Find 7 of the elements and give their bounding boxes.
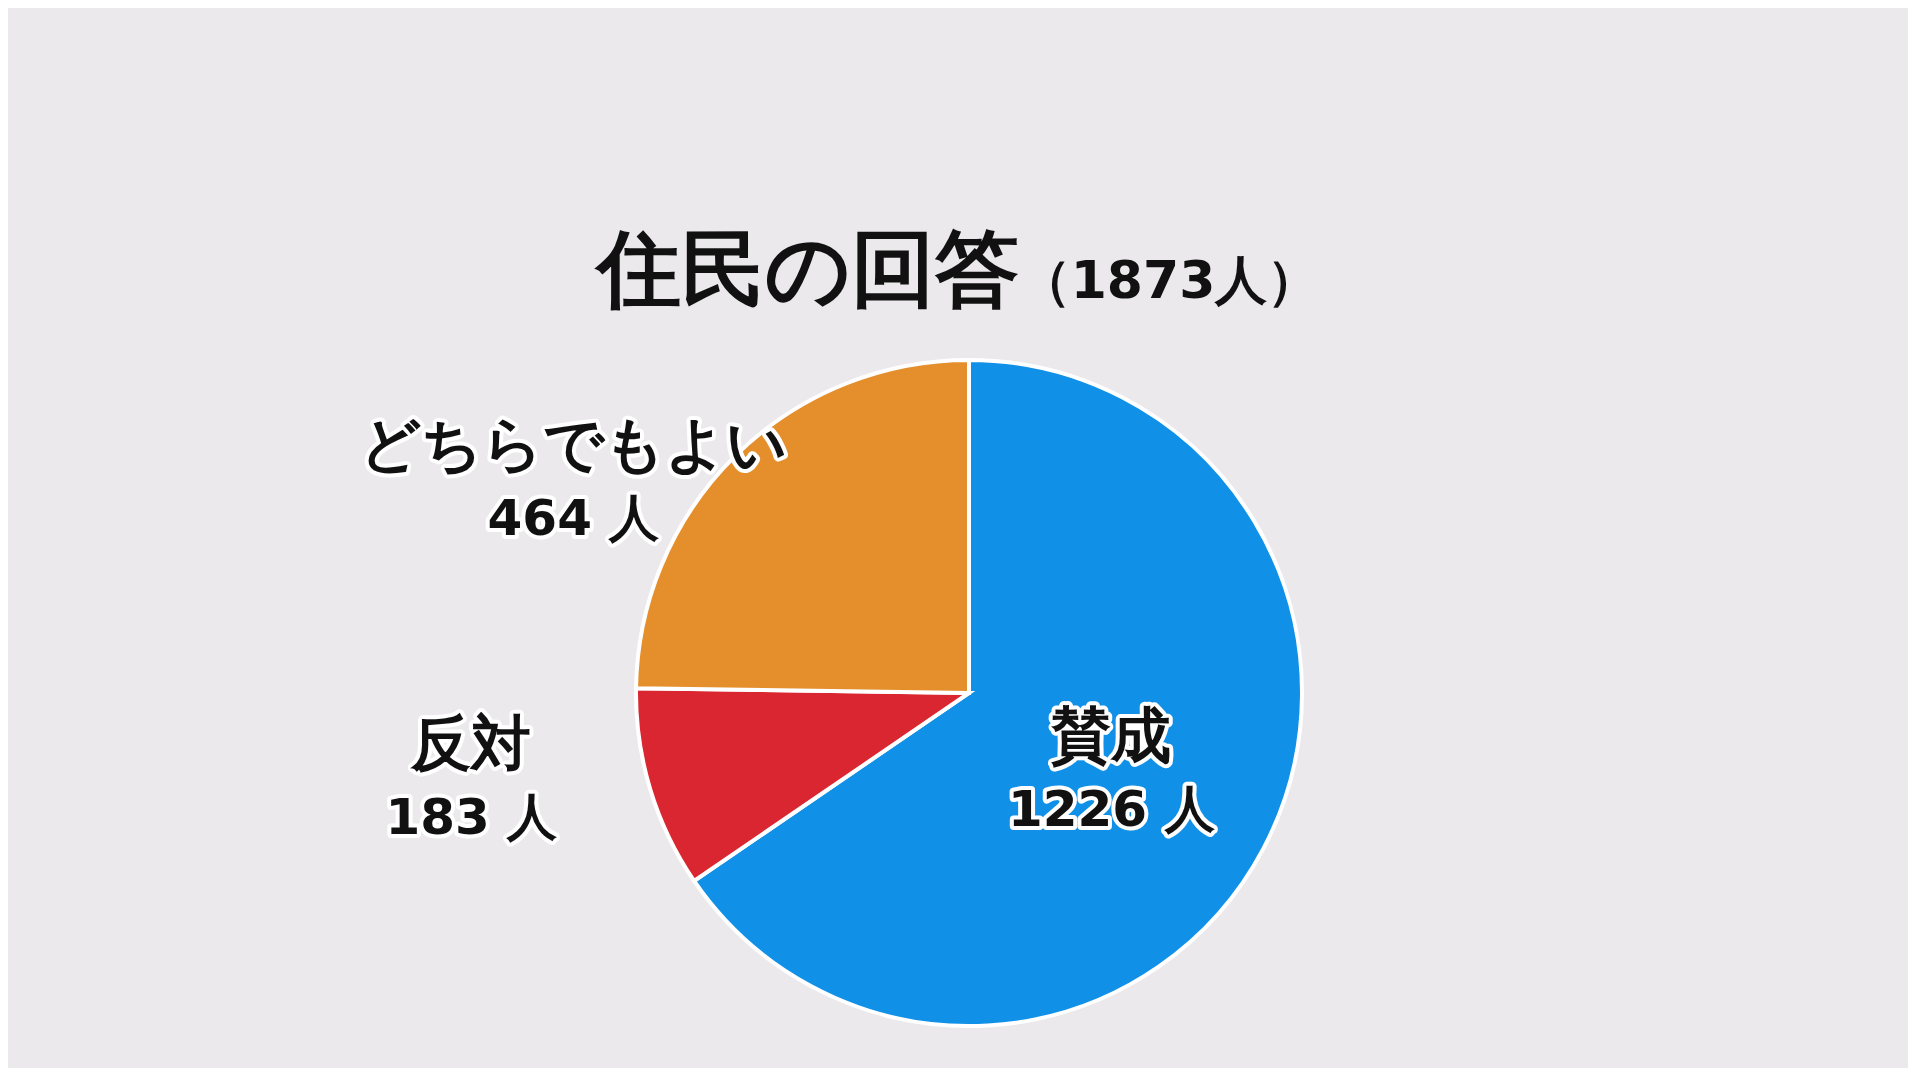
chart-title: 住民の回答 <box>596 220 1019 318</box>
slice-label: 反対 <box>410 708 532 779</box>
slice-label: 賛成 <box>1050 699 1172 770</box>
chart-subtitle: （1873人） <box>1018 250 1320 310</box>
data-label: 183 人 <box>385 788 558 847</box>
data-label: 464 人 <box>487 488 660 547</box>
data-label: 1226 人 <box>1007 779 1215 838</box>
